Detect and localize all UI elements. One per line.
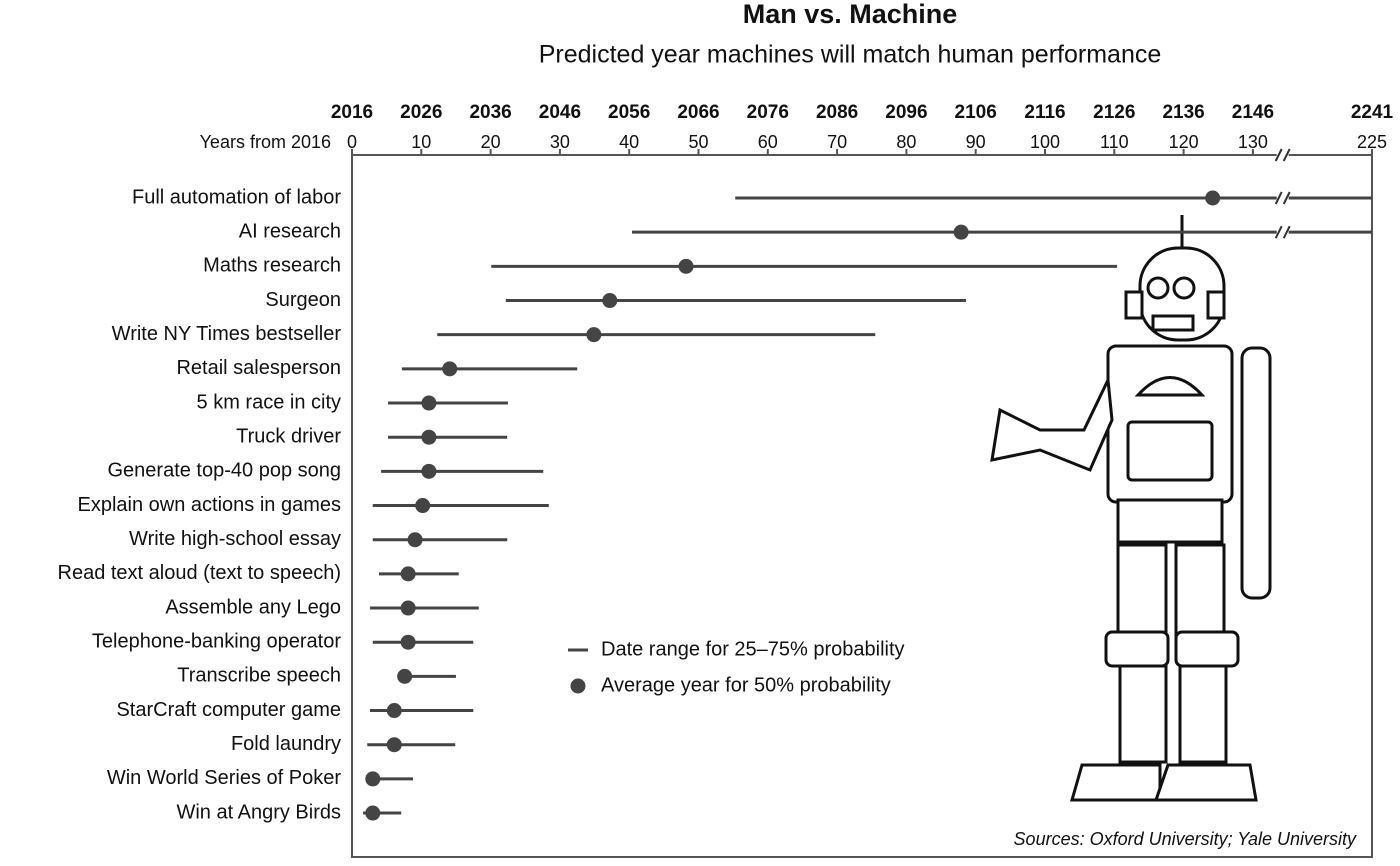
y-tick-label: Write NY Times bestseller bbox=[112, 323, 342, 345]
axis-break bbox=[1282, 148, 1291, 162]
y-tick-label: Win World Series of Poker bbox=[107, 767, 341, 789]
x-tick-label: 130 bbox=[1238, 132, 1268, 152]
plot-frame bbox=[351, 155, 1373, 858]
average-dot bbox=[386, 703, 402, 719]
y-tick-label: Write high-school essay bbox=[129, 528, 341, 550]
average-dot bbox=[386, 737, 402, 753]
x2-tick-label: 2036 bbox=[469, 102, 511, 123]
y-tick-label: Read text aloud (text to speech) bbox=[58, 562, 342, 584]
y-tick-label: AI research bbox=[239, 220, 341, 242]
x2-tick-label: 2096 bbox=[885, 102, 927, 123]
axis-break bbox=[1282, 191, 1291, 205]
y-tick-label: Transcribe speech bbox=[177, 665, 341, 687]
average-dot bbox=[400, 600, 416, 616]
y-tick-label: Truck driver bbox=[236, 425, 341, 447]
axis-break-gap bbox=[1276, 228, 1289, 237]
y-tick-label: Full automation of labor bbox=[132, 186, 341, 208]
x2-tick-label: 2026 bbox=[400, 102, 442, 123]
x-tick-label: 10 bbox=[411, 132, 431, 152]
y-tick-label: Maths research bbox=[203, 255, 341, 277]
x2-tick-label: 2016 bbox=[331, 102, 373, 123]
x2-tick-label: 2066 bbox=[677, 102, 719, 123]
average-dot bbox=[415, 498, 431, 514]
x-axis-label: Years from 2016 bbox=[200, 132, 331, 152]
y-tick-label: Retail salesperson bbox=[176, 357, 341, 379]
average-dot bbox=[400, 566, 416, 582]
average-dot bbox=[365, 771, 381, 787]
source: Sources: Oxford University; Yale Univers… bbox=[1014, 829, 1357, 849]
x-tick-label: 100 bbox=[1030, 132, 1060, 152]
average-dot bbox=[678, 258, 694, 274]
x2-tick-label: 2116 bbox=[1024, 102, 1065, 123]
y-tick-label: Generate top-40 pop song bbox=[107, 460, 341, 482]
average-dot bbox=[365, 805, 381, 821]
legend-dot bbox=[570, 678, 586, 694]
average-dot bbox=[953, 224, 969, 240]
x2-tick-label: 2076 bbox=[747, 102, 789, 123]
chart-subtitle: Predicted year machines will match human… bbox=[539, 41, 1162, 69]
average-dot bbox=[586, 327, 602, 343]
average-dot bbox=[407, 532, 423, 548]
x-tick-label: 60 bbox=[758, 132, 778, 152]
axis-break-gap bbox=[1276, 194, 1289, 202]
x2-tick-label: 2241 bbox=[1351, 102, 1394, 123]
axis-break-gap bbox=[1276, 151, 1289, 159]
y-tick-label: Fold laundry bbox=[231, 733, 341, 755]
y-tick-label: Win at Angry Birds bbox=[176, 801, 341, 823]
x2-tick-label: 2146 bbox=[1232, 102, 1274, 123]
chart-title: Man vs. Machine bbox=[743, 0, 958, 29]
average-dot bbox=[400, 634, 416, 650]
x-tick-label: 30 bbox=[550, 132, 570, 152]
x-tick-label: 225 bbox=[1357, 132, 1387, 152]
average-dot bbox=[421, 395, 437, 411]
x-tick-label: 50 bbox=[688, 132, 708, 152]
x-tick-label: 120 bbox=[1169, 132, 1199, 152]
y-tick-label: StarCraft computer game bbox=[116, 699, 341, 721]
legend-label: Average year for 50% probability bbox=[601, 674, 891, 696]
x-tick-label: 20 bbox=[481, 132, 501, 152]
axis-break bbox=[1274, 225, 1283, 239]
y-tick-label: Assemble any Lego bbox=[165, 596, 341, 618]
average-dot bbox=[421, 429, 437, 445]
average-dot bbox=[421, 463, 437, 479]
x-tick-label: 40 bbox=[619, 132, 639, 152]
x-tick-label: 90 bbox=[966, 132, 986, 152]
x2-tick-label: 2126 bbox=[1093, 102, 1135, 123]
y-tick-label: Surgeon bbox=[265, 289, 341, 311]
x-tick-label: 0 bbox=[347, 132, 357, 152]
x2-tick-label: 2136 bbox=[1162, 102, 1204, 123]
y-tick-label: 5 km race in city bbox=[197, 391, 341, 413]
axis-break bbox=[1282, 225, 1291, 239]
x2-tick-label: 2086 bbox=[816, 102, 858, 123]
x-tick-label: 70 bbox=[827, 132, 847, 152]
average-dot bbox=[397, 668, 413, 684]
average-dot bbox=[602, 293, 618, 309]
average-dot bbox=[442, 361, 458, 377]
axis-break bbox=[1274, 148, 1283, 162]
average-dot bbox=[1205, 190, 1221, 206]
y-tick-label: Telephone-banking operator bbox=[92, 630, 341, 652]
x2-tick-label: 2056 bbox=[608, 102, 650, 123]
x-tick-label: 110 bbox=[1100, 132, 1129, 152]
legend-label: Date range for 25–75% probability bbox=[601, 638, 905, 660]
robot-illustration bbox=[990, 215, 1272, 802]
y-tick-label: Explain own actions in games bbox=[78, 494, 341, 516]
x2-tick-label: 2106 bbox=[955, 102, 997, 123]
x2-tick-label: 2046 bbox=[539, 102, 581, 123]
x-tick-label: 80 bbox=[896, 132, 916, 152]
axis-break bbox=[1274, 191, 1283, 205]
